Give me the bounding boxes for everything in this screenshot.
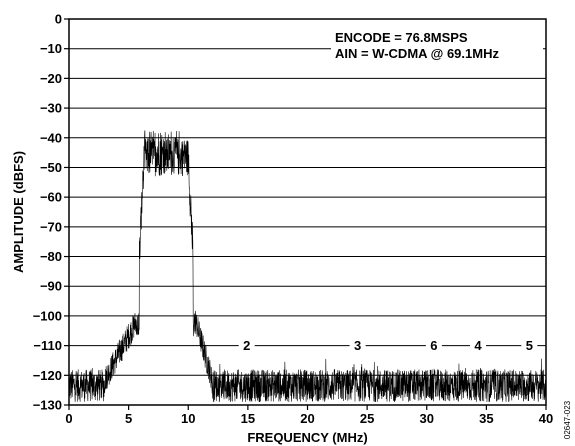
y-tick-label: −20 — [40, 71, 62, 86]
y-tick-label: −30 — [40, 101, 62, 116]
harmonic-marker-label: 5 — [526, 338, 533, 353]
y-tick-label: −100 — [33, 308, 62, 323]
grid-lines — [69, 48, 546, 376]
y-tick-label: −40 — [40, 130, 62, 145]
x-tick-label: 25 — [360, 411, 374, 426]
axis-ticks — [64, 18, 547, 410]
harmonic-marker-label: 3 — [354, 338, 361, 353]
y-tick-label: −90 — [40, 279, 62, 294]
y-tick-label: −80 — [40, 249, 62, 264]
y-tick-labels: 0 −10 −20 −30 −40 −50 −60 −70 −80 −90 −100 −110 −120… — [33, 12, 62, 413]
harmonic-marker-backing — [425, 337, 442, 354]
harmonic-marker-backing — [349, 337, 366, 354]
harmonic-marker-label: 2 — [243, 338, 250, 353]
x-tick-label: 10 — [181, 411, 195, 426]
y-tick-label: −110 — [33, 338, 62, 353]
spectrum-series-line — [68, 130, 547, 403]
y-tick-label: −130 — [33, 398, 62, 413]
harmonic-marker-backing — [238, 337, 255, 354]
x-tick-labels: 0 5 10 15 20 25 30 35 40 — [65, 411, 553, 426]
plot-frame — [68, 18, 547, 406]
spectrum-trace-layer — [68, 130, 547, 403]
y-tick-label: −120 — [33, 368, 62, 383]
annotation-box — [331, 27, 543, 63]
y-tick-label: −50 — [40, 160, 62, 175]
harmonic-markers: 2 3 6 4 5 — [238, 337, 538, 354]
x-axis-label: FREQUENCY (MHz) — [247, 430, 367, 445]
y-axis-label: AMPLITUDE (dBFS) — [11, 151, 26, 273]
harmonic-marker-label: 6 — [430, 338, 437, 353]
annotation-line: ENCODE = 76.8MSPS — [335, 30, 468, 45]
y-tick-label: 0 — [55, 12, 62, 27]
x-tick-label: 5 — [125, 411, 132, 426]
x-tick-label: 35 — [479, 411, 493, 426]
x-tick-label: 40 — [539, 411, 553, 426]
y-tick-label: −60 — [40, 190, 62, 205]
y-tick-label: −70 — [40, 219, 62, 234]
x-tick-label: 30 — [420, 411, 434, 426]
harmonic-marker-backing — [521, 337, 538, 354]
x-tick-label: 0 — [65, 411, 72, 426]
y-tick-label: −10 — [40, 41, 62, 56]
x-tick-label: 20 — [300, 411, 314, 426]
harmonic-marker-label: 4 — [474, 338, 482, 353]
harmonic-marker-backing — [470, 337, 487, 354]
x-tick-label: 15 — [241, 411, 255, 426]
figure-id: 02647-023 — [563, 400, 572, 439]
annotation-line: AIN = W-CDMA @ 69.1MHz — [335, 46, 499, 61]
